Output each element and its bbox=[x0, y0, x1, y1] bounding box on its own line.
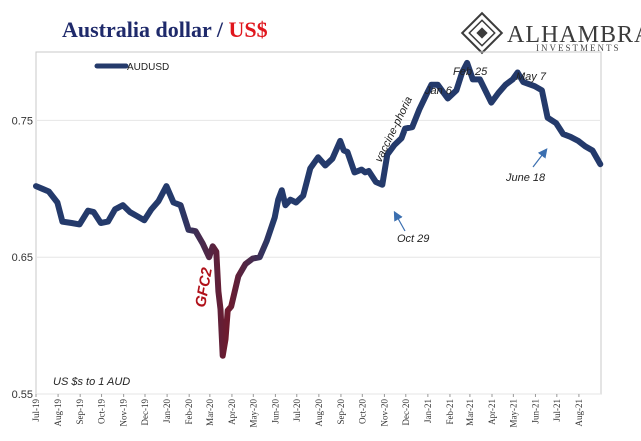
x-tick-label: Jun-20 bbox=[270, 399, 280, 424]
annotation-feb-25: Feb 25 bbox=[453, 66, 488, 78]
x-tick-label: Oct-19 bbox=[97, 399, 107, 424]
x-tick-label: Sep-19 bbox=[75, 399, 85, 425]
x-tick-label: Nov-19 bbox=[119, 399, 129, 427]
y-tick-label: 0.75 bbox=[12, 115, 33, 127]
series-line-audusd bbox=[33, 59, 604, 359]
x-tick-label: Jan-21 bbox=[423, 399, 433, 423]
annotation-oct-29: Oct 29 bbox=[397, 233, 429, 245]
x-tick-label: Sep-20 bbox=[336, 399, 346, 425]
unit-note: US $s to 1 AUD bbox=[53, 376, 130, 388]
x-tick-label: Dec-20 bbox=[401, 399, 411, 426]
x-tick-label: Apr-20 bbox=[227, 399, 237, 425]
x-tick-label: Dec-19 bbox=[140, 399, 150, 426]
chart-title-accent: US$ bbox=[228, 17, 267, 42]
x-tick-label: Aug-21 bbox=[574, 399, 584, 427]
x-tick-label: Jul-20 bbox=[292, 399, 302, 422]
x-tick-label: Mar-21 bbox=[465, 399, 475, 426]
annotation-may-7: May 7 bbox=[516, 71, 547, 83]
x-tick-label: Jul-19 bbox=[31, 399, 41, 422]
chart-title-main: Australia dollar / bbox=[62, 17, 228, 42]
y-axis-ticks: 0.55 0.65 0.75 bbox=[12, 115, 33, 401]
arrow-oct-29 bbox=[393, 210, 406, 232]
x-tick-label: Mar-20 bbox=[205, 399, 215, 426]
x-tick-label: Feb-20 bbox=[184, 399, 194, 425]
x-tick-label: Jul-21 bbox=[552, 399, 562, 422]
x-tick-label: Aug-19 bbox=[53, 399, 63, 427]
x-tick-label: Feb-21 bbox=[445, 399, 455, 425]
x-axis-ticks: Jul-19 Aug-19 Sep-19 Oct-19 Nov-19 Dec-19 Jan-… bbox=[31, 394, 584, 428]
x-tick-label: Jun-21 bbox=[530, 399, 540, 424]
x-tick-label: Nov-20 bbox=[379, 399, 389, 427]
annotation-jan-6: Jan 6 bbox=[424, 85, 453, 97]
arrow-june-18 bbox=[532, 148, 548, 168]
brand-tagline: INVESTMENTS bbox=[536, 43, 621, 53]
y-tick-label: 0.55 bbox=[12, 389, 33, 401]
plot-area bbox=[35, 51, 602, 395]
x-tick-label: Oct-20 bbox=[357, 399, 367, 424]
alhambra-logo bbox=[460, 11, 504, 55]
x-tick-label: May-21 bbox=[508, 399, 518, 428]
x-tick-label: Apr-21 bbox=[487, 399, 497, 425]
x-tick-label: May-20 bbox=[248, 399, 258, 428]
legend: AUDUSD bbox=[94, 62, 169, 73]
chart-title: Australia dollar / US$ bbox=[62, 17, 268, 42]
brand-name: ALHAMBRA bbox=[507, 22, 641, 48]
x-tick-label: Aug-20 bbox=[314, 399, 324, 427]
legend-label: AUDUSD bbox=[127, 62, 169, 73]
annotation-gfc2: GFC2 bbox=[192, 266, 216, 309]
y-tick-label: 0.65 bbox=[12, 252, 33, 264]
x-tick-label: Jan-20 bbox=[162, 399, 172, 423]
annotation-june-18: June 18 bbox=[505, 172, 546, 184]
